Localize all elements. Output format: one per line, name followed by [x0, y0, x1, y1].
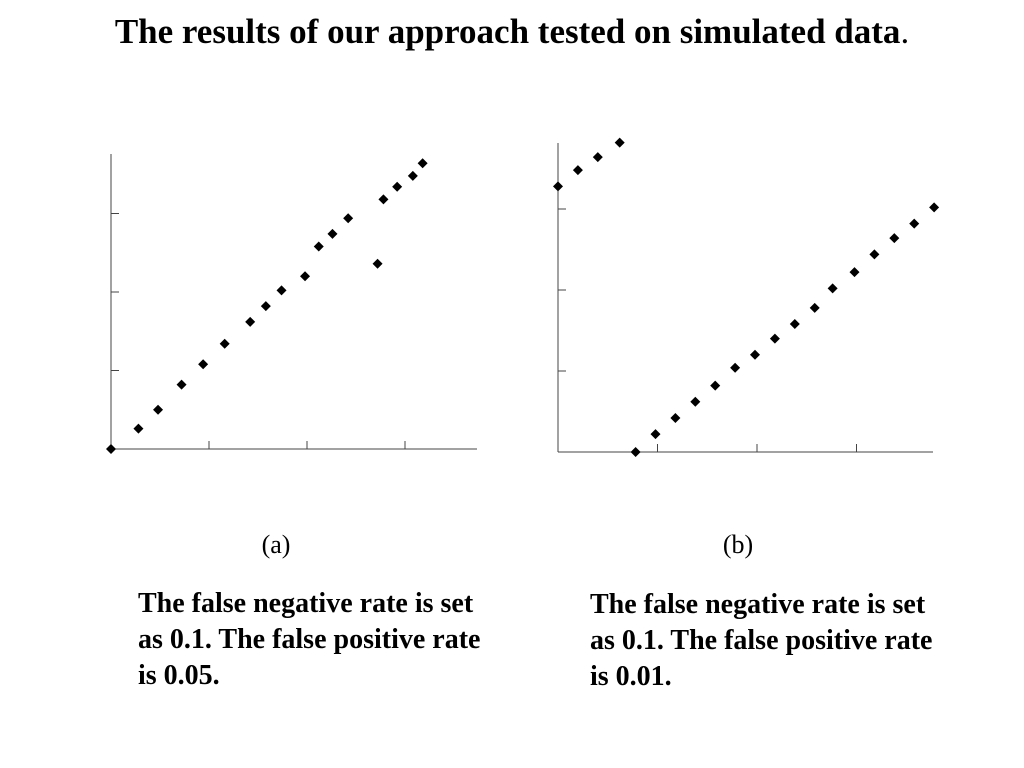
data-point-b	[650, 429, 661, 440]
data-point-a	[106, 444, 116, 454]
data-point-b	[929, 202, 940, 213]
data-point-b	[827, 283, 838, 294]
axes-b	[557, 143, 933, 453]
data-point-a	[153, 404, 164, 415]
data-point-a	[327, 228, 338, 239]
slide-title-text: The results of our approach tested on si…	[114, 12, 901, 51]
data-point-a	[176, 379, 187, 390]
data-point-b	[789, 319, 800, 330]
data-point-b	[869, 249, 880, 260]
data-point-b	[670, 412, 681, 423]
data-point-a	[313, 241, 324, 252]
data-point-b	[849, 267, 860, 278]
slide-title: The results of our approach tested on si…	[0, 10, 1024, 54]
panel-label-a: (a)	[261, 530, 291, 559]
data-point-a	[417, 158, 428, 169]
data-point-a	[392, 181, 403, 192]
data-point-b	[909, 218, 920, 229]
caption-b: The false negative rate is set as 0.1. T…	[590, 589, 933, 692]
data-point-b	[630, 447, 641, 457]
data-point-a	[260, 301, 271, 312]
data-point-b	[809, 302, 820, 313]
data-point-b	[553, 181, 563, 192]
scatter-plot-a	[106, 154, 477, 454]
data-point-a	[219, 338, 230, 349]
data-point-b	[690, 396, 701, 407]
data-point-a	[300, 271, 311, 282]
data-point-a	[407, 170, 418, 181]
panel-label-b: (b)	[722, 530, 754, 559]
slide-title-period: .	[900, 12, 910, 51]
data-point-a	[378, 194, 389, 205]
data-point-b	[750, 349, 761, 360]
data-point-a	[276, 285, 287, 296]
data-point-b	[572, 165, 583, 176]
scatter-plot-b	[553, 137, 940, 457]
data-point-a	[245, 316, 256, 327]
data-points-a	[106, 158, 428, 454]
data-point-a	[343, 213, 354, 224]
data-point-a	[198, 359, 209, 370]
data-point-b	[730, 362, 741, 373]
data-point-b	[769, 333, 780, 344]
data-point-b	[710, 380, 721, 391]
data-point-b	[889, 233, 900, 244]
axes-a	[110, 154, 477, 450]
data-points-b	[553, 137, 940, 457]
data-point-b	[592, 152, 603, 163]
data-point-a	[372, 258, 383, 269]
data-point-a	[133, 423, 144, 434]
data-point-b	[614, 137, 625, 148]
caption-a: The false negative rate is set as 0.1. T…	[138, 588, 481, 691]
